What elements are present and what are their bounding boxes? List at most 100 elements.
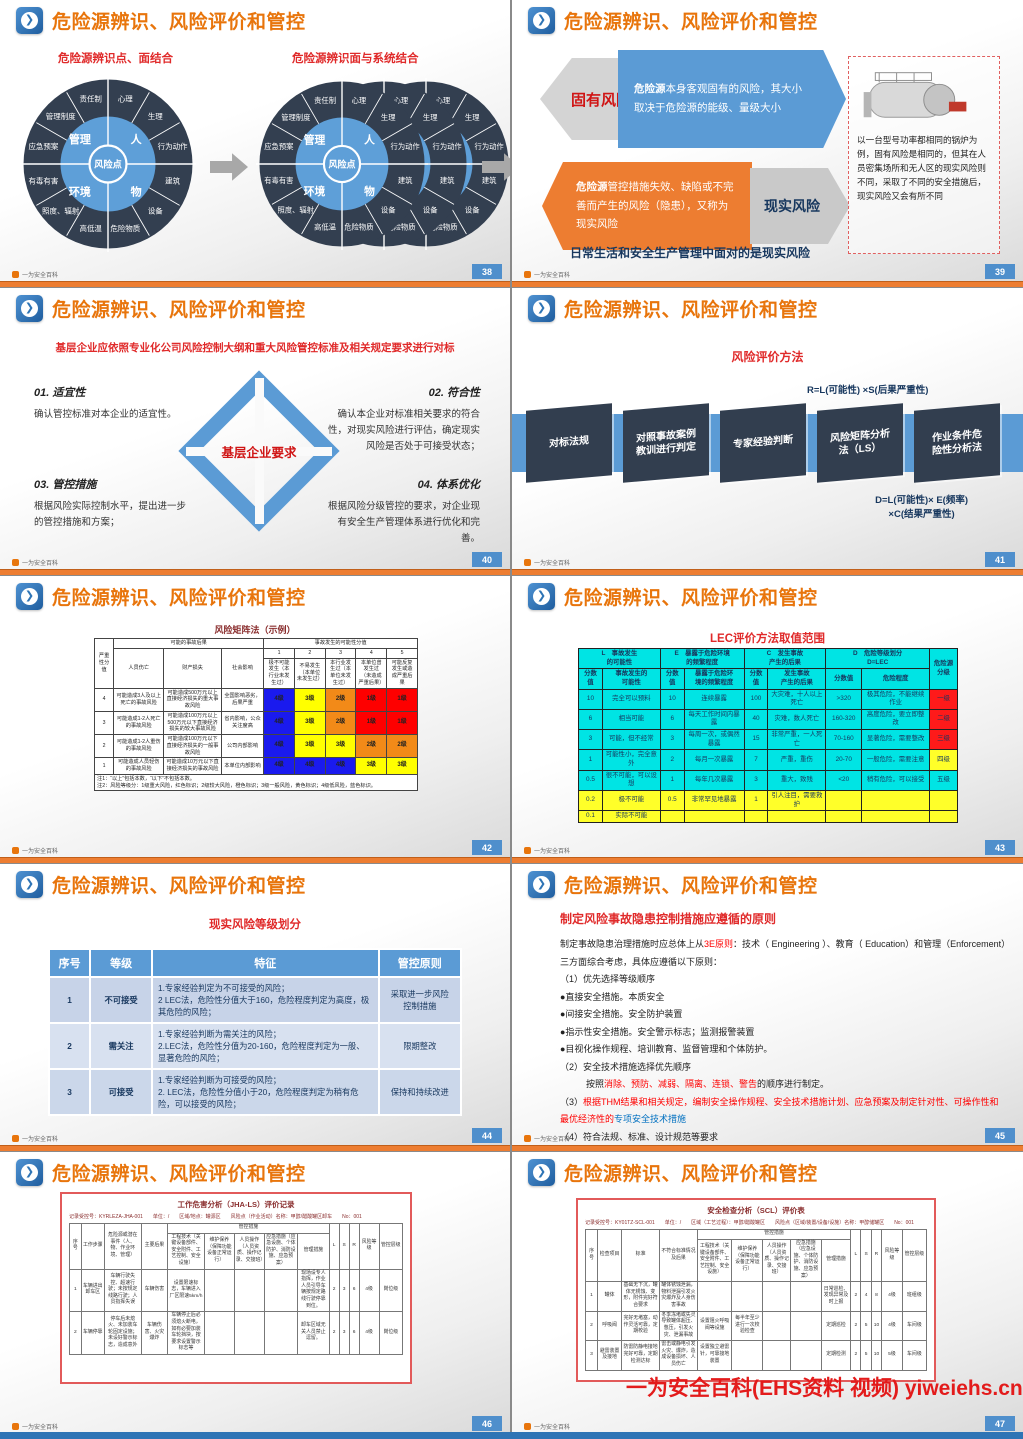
table-cell: 分数值 — [578, 668, 603, 690]
slide-header: ❯ 危险源辨识、风险评价和管控 — [16, 871, 306, 898]
subtitle: LEC评价方法取值范围 — [710, 633, 825, 645]
item-03: 03. 管控措施 根据风险实际控制水平，提出进一步的管控措施和方案； — [34, 476, 192, 531]
table-cell: 3 — [338, 1311, 350, 1355]
table-cell: 不符合标准情况及后果 — [659, 1228, 698, 1283]
slide-accent-bar — [0, 281, 510, 287]
table-cell: 等级 — [89, 948, 153, 978]
table-cell: 岗位级 — [378, 1311, 404, 1355]
table-cell: 一般危险，需要注意 — [861, 749, 931, 771]
table-cell: 15 — [743, 729, 769, 751]
slide-title: 危险源辨识、风险评价和管控 — [564, 12, 818, 33]
table-cell: 1 — [93, 757, 115, 775]
table-cell: 保持和持续改进 — [377, 1068, 463, 1117]
table-cell: 特征 — [150, 948, 380, 978]
chevron-icon: ❯ — [528, 871, 555, 898]
scl-record-box: 安全检查分析（SCL）评价表 记录受控号：KY01TZ-SCL-001 单位：/… — [576, 1198, 936, 1382]
slide-accent-bar — [512, 569, 1023, 575]
wheel-quadrant-label: 人 — [364, 133, 375, 146]
table-cell: 事故发生的可能性分值 — [263, 638, 418, 649]
wheel-outer-label: 生理 — [381, 113, 396, 122]
table-cell: 3 — [659, 729, 685, 751]
table-cell: 财产损失 — [163, 647, 222, 689]
slide-44[interactable]: ❯ 危险源辨识、风险评价和管控 现实风险等级划分 序号 等级 特征 管控原则 1 不可接受… — [0, 864, 510, 1151]
slide-38[interactable]: ❯ 危险源辨识、风险评价和管控 危险源辨识点、面结合 危险源辨识面与系统结合 责… — [0, 0, 510, 287]
table-cell — [861, 810, 931, 823]
slide-43[interactable]: ❯ 危险源辨识、风险评价和管控 LEC评价方法取值范围 L 事故发生 的可能性 E… — [512, 576, 1023, 863]
table-title: 安全检查分析（SCL）评价表 — [707, 1206, 805, 1215]
slide-42[interactable]: ❯ 危险源辨识、风险评价和管控 风险矩阵法（示例） 严重性分值 可能的事故后果 事故… — [0, 576, 510, 863]
slide-title: 危险源辨识、风险评价和管控 — [52, 876, 306, 897]
table-cell: 4级 — [263, 687, 295, 712]
wheel-spoke — [131, 92, 150, 124]
table-cell: 4 — [355, 647, 388, 659]
table-cell — [263, 1268, 299, 1313]
slide-39[interactable]: ❯ 危险源辨识、风险评价和管控 固有风险 危险源本身客观固有的风险，其大小取决于… — [512, 0, 1023, 287]
table-cell: 车辆伤害 — [140, 1268, 169, 1313]
slide-45[interactable]: ❯ 危险源辨识、风险评价和管控 制定风险事故隐患控制措施应遵循的原则 制定事故隐… — [512, 864, 1023, 1151]
logo-icon — [12, 1423, 19, 1430]
table-cell: 分数值 — [825, 668, 863, 690]
table-cell: <20 — [825, 769, 863, 791]
wheel-outer-label: 生理 — [148, 111, 163, 121]
wheel-spoke — [466, 186, 497, 205]
table-cell: 3级 — [293, 733, 326, 759]
slide-41[interactable]: ❯ 危险源辨识、风险评价和管控 风险评价方法 R=L(可能性) ×S(后果严重性… — [512, 288, 1023, 575]
table-cell: 主要后果 — [140, 1223, 169, 1270]
chevron-icon: ❯ — [528, 7, 555, 34]
table-cell: 每周一次，或偶然暴露 — [683, 729, 745, 751]
table-cell: 呼吸阀 — [597, 1310, 623, 1342]
slide-40[interactable]: ❯ 危险源辨识、风险评价和管控 基层企业应依照专业化公司风险控制大纲和重大风险管… — [0, 288, 510, 575]
table-cell: 基础无下沉，罐体无锈蚀、变形，附件完好符合要求 — [621, 1281, 661, 1312]
table-cell: 10 — [870, 1340, 883, 1371]
table-cell — [263, 1311, 299, 1355]
wheel-spoke — [131, 204, 150, 236]
subtitle: 现实风险等级划分 — [209, 919, 301, 931]
watermark-text: 一为安全百科(EHS资料 视频) yiweiehs.cn — [626, 1377, 1023, 1400]
table-cell: 一级 — [929, 688, 958, 710]
slide-title: 危险源辨识、风险评价和管控 — [52, 12, 306, 33]
boiler-example-box: 以一台型号功率都相同的锅炉为例，固有风险是相同的，但其在人员密集场所和无人区的现… — [848, 56, 1000, 254]
slide-title: 危险源辨识、风险评价和管控 — [52, 300, 306, 321]
table-cell: 3 — [578, 729, 603, 751]
diamond-gap — [186, 446, 332, 456]
actual-risk-shape: 现实风险 — [750, 168, 850, 244]
table: 严重性分值 可能的事故后果 事故发生的可能性分值 人员伤亡 财产损失 社会影响 1 2 3 4 5 极… — [93, 638, 418, 792]
slide-header: ❯ 危险源辨识、风险评价和管控 — [528, 1159, 818, 1186]
item-text: 根据风险分级管控的要求，对企业现有安全生产管理体系进行优化和完善。 — [327, 500, 480, 544]
slide-header: ❯ 危险源辨识、风险评价和管控 — [528, 7, 818, 34]
table-cell: 相当可能 — [601, 708, 661, 731]
table-cell — [203, 1311, 235, 1355]
table-cell: 2 — [293, 647, 326, 659]
slide-46[interactable]: ❯ 危险源辨识、风险评价和管控 工作危害分析（JHA-LS）评价记录 记录受控号… — [0, 1152, 510, 1439]
diamond-label: 基层企业要求 — [221, 445, 297, 460]
wheel-spoke — [301, 204, 320, 235]
slide-47[interactable]: ❯ 危险源辨识、风险评价和管控 安全检查分析（SCL）评价表 记录受控号：KY0… — [512, 1152, 1023, 1439]
table-cell: 车辆行驶失控、超速行驶；未按规定线路行驶；人员指挥失误 — [103, 1268, 142, 1313]
wheel-spoke — [66, 204, 85, 236]
table-cell: 1.专家经验判断为可接受的风险； 2. LEC法，危险性分值小于20，危险程度判… — [150, 1068, 380, 1117]
item-02: 02. 符合性 确认本企业对标准相关要求的符合性，对现实风险进行评估，确定现实风… — [322, 384, 480, 455]
table-cell: 岗位级 — [378, 1268, 404, 1313]
footer-logo: 一为安全百科 — [12, 558, 58, 567]
table-info-line: 记录受控号：KY01TZ-SCL-001 单位：/ 区域（工艺过程）：甲醇/醋酸… — [585, 1220, 914, 1226]
table-cell: 设置独立避雷针，可靠接地装置 — [696, 1340, 733, 1371]
logo-icon — [12, 559, 19, 566]
table-cell: 40 — [743, 708, 769, 731]
table-cell: 可能造成1-2人死亡的事故风险 — [113, 710, 165, 736]
table-cell: 风险等级 — [358, 1223, 380, 1270]
table-cell: 4级 — [881, 1281, 903, 1312]
table-cell: 5 — [860, 1310, 872, 1342]
table-cell: 1 — [584, 1281, 599, 1312]
wheel-quadrant-label: 环境 — [69, 185, 91, 199]
table-cell: 社会影响 — [220, 647, 265, 689]
wheel-outer-label: 危险物质 — [428, 222, 457, 231]
wheel-spoke — [66, 92, 85, 124]
table-cell: 4级 — [324, 757, 357, 775]
item-text: 根据风险实际控制水平，提出进一步的管控措施和方案； — [34, 500, 187, 528]
table-cell: 卸车区域无关人员禁止逗留。 — [297, 1311, 330, 1355]
table-cell: L — [328, 1223, 340, 1270]
risk-grade-table: 序号 等级 特征 管控原则 1 不可接受 1.专家经验判定为不可接受的风险； 2 LEC法，… — [47, 948, 463, 1117]
wheel-outer-label: 高低温 — [79, 223, 102, 233]
wheel-outer-label: 生理 — [423, 113, 438, 122]
wheel-outer-label: 应急预案 — [28, 141, 58, 151]
